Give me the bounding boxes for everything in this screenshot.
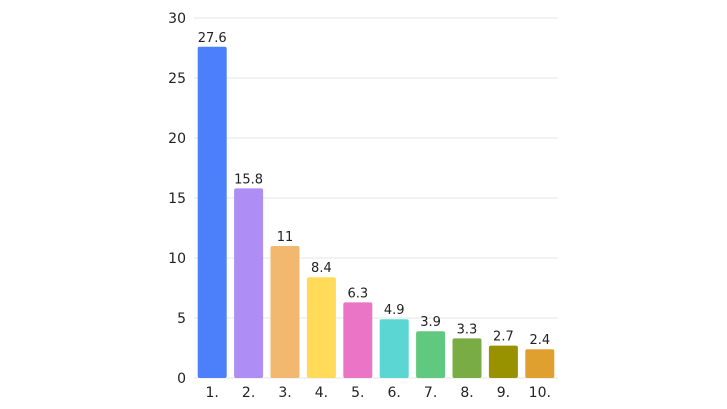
x-tick-label-2: 2. bbox=[242, 385, 255, 401]
data-label-5: 6.3 bbox=[347, 286, 368, 301]
y-tick-label: 15 bbox=[168, 191, 186, 207]
bar-6 bbox=[379, 319, 409, 378]
x-tick-label-9: 9. bbox=[497, 385, 510, 401]
bar-2 bbox=[234, 188, 264, 378]
y-tick-label: 30 bbox=[168, 11, 186, 27]
y-tick-label: 0 bbox=[177, 371, 186, 387]
bar-4 bbox=[306, 277, 336, 378]
x-tick-label-1: 1. bbox=[206, 385, 219, 401]
bar-8 bbox=[452, 338, 482, 378]
data-label-3: 11 bbox=[277, 230, 294, 245]
data-label-7: 3.9 bbox=[420, 315, 441, 330]
y-tick-label: 5 bbox=[177, 311, 186, 327]
x-tick-label-10: 10. bbox=[529, 385, 551, 401]
data-label-6: 4.9 bbox=[384, 303, 405, 318]
x-tick-label-7: 7. bbox=[424, 385, 437, 401]
data-label-8: 3.3 bbox=[457, 322, 478, 337]
bar-10 bbox=[525, 349, 555, 378]
y-axis-ticks: 0 5 10 15 20 25 30 bbox=[168, 11, 186, 387]
x-tick-label-5: 5. bbox=[351, 385, 364, 401]
value-labels: 27.6 15.8 11 8.4 6.3 4.9 3.9 3.3 2.7 2.4 bbox=[198, 31, 550, 348]
x-tick-label-3: 3. bbox=[278, 385, 291, 401]
bar-5 bbox=[343, 302, 373, 378]
x-tick-label-8: 8. bbox=[460, 385, 473, 401]
data-label-10: 2.4 bbox=[529, 333, 550, 348]
data-label-9: 2.7 bbox=[493, 330, 514, 345]
data-label-2: 15.8 bbox=[234, 172, 263, 187]
bar-7 bbox=[416, 331, 446, 378]
data-label-1: 27.6 bbox=[198, 31, 227, 46]
y-tick-label: 20 bbox=[168, 131, 186, 147]
y-tick-label: 10 bbox=[168, 251, 186, 267]
bar-3 bbox=[270, 246, 300, 378]
bar-1 bbox=[197, 46, 227, 379]
bars bbox=[197, 46, 555, 379]
data-label-4: 8.4 bbox=[311, 261, 332, 276]
bar-9 bbox=[488, 345, 518, 378]
y-tick-label: 25 bbox=[168, 71, 186, 87]
x-axis-ticks: 1. 2. 3. 4. 5. 6. 7. 8. 9. 10. bbox=[206, 385, 551, 401]
x-tick-label-6: 6. bbox=[388, 385, 401, 401]
x-tick-label-4: 4. bbox=[315, 385, 328, 401]
